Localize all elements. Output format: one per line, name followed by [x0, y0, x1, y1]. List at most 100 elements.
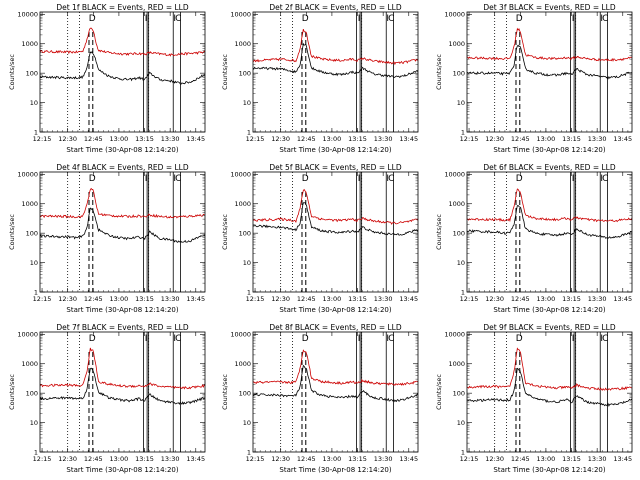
y-tick-label: 100	[453, 229, 465, 237]
y-tick-label: 1000	[21, 360, 38, 368]
marker-letter: C	[602, 14, 608, 24]
marker-letter: I	[173, 334, 176, 344]
y-tick-label: 10000	[230, 11, 251, 19]
lld-series-line	[253, 188, 418, 225]
y-axis-label: Counts/sec	[221, 214, 229, 250]
lld-series-line	[40, 27, 205, 57]
y-tick-label: 1	[461, 128, 465, 136]
x-tick-label: 12:30	[485, 135, 504, 143]
panel-9: Det 9f BLACK = Events, RED = LLD Counts/s…	[435, 323, 633, 474]
y-axis-label: Counts/sec	[435, 214, 443, 250]
y-tick-label: 100	[239, 69, 251, 77]
x-axis-label: Start Time (30-Apr-08 12:14:20)	[66, 466, 178, 474]
x-tick-label: 12:45	[511, 295, 530, 303]
marker-letter: I	[572, 334, 575, 344]
x-tick-label: 13:00	[323, 135, 342, 143]
x-tick-label: 12:45	[297, 135, 316, 143]
x-tick-label: 13:45	[613, 455, 632, 463]
marker-letter: I	[386, 174, 389, 184]
x-axis-label: Start Time (30-Apr-08 12:14:20)	[493, 146, 605, 154]
x-axis-label: Start Time (30-Apr-08 12:14:20)	[279, 466, 391, 474]
x-tick-label: 13:45	[613, 295, 632, 303]
plot-frame	[39, 11, 206, 133]
x-tick-label: 13:15	[562, 135, 581, 143]
x-tick-label: 13:45	[186, 135, 205, 143]
panel-7: Det 7f BLACK = Events, RED = LLD Counts/s…	[8, 323, 206, 474]
marker-letter: I	[145, 174, 148, 184]
y-axis-label: Counts/sec	[8, 374, 16, 410]
x-axis-label: Start Time (30-Apr-08 12:14:20)	[493, 466, 605, 474]
x-tick-label: 13:00	[537, 455, 556, 463]
x-tick-label: 13:30	[374, 455, 393, 463]
plot-frame	[252, 171, 419, 293]
x-tick-label: 13:15	[135, 295, 154, 303]
x-tick-label: 12:30	[58, 295, 77, 303]
marker-letter: D	[516, 174, 523, 184]
y-axis-label: Counts/sec	[221, 374, 229, 410]
y-tick-label: 10000	[17, 171, 38, 179]
marker-letter: C	[388, 174, 394, 184]
panel-3: Det 3f BLACK = Events, RED = LLD Counts/s…	[435, 3, 633, 154]
marker-letter: C	[388, 14, 394, 24]
marker-letter: D	[89, 334, 96, 344]
x-tick-label: 13:00	[110, 135, 129, 143]
panel-title: Det 9f BLACK = Events, RED = LLD	[483, 323, 616, 332]
plot-frame	[466, 11, 633, 133]
lld-series-line	[467, 347, 632, 391]
y-tick-label: 100	[26, 69, 38, 77]
x-tick-label: 13:30	[161, 295, 180, 303]
y-tick-label: 1	[247, 288, 251, 296]
events-series-line	[253, 364, 418, 403]
x-tick-label: 13:15	[135, 455, 154, 463]
x-tick-label: 12:15	[246, 455, 265, 463]
y-tick-label: 10	[457, 419, 465, 427]
y-axis-label: Counts/sec	[435, 374, 443, 410]
x-tick-label: 13:00	[110, 295, 129, 303]
y-tick-label: 1000	[21, 200, 38, 208]
panel-title: Det 3f BLACK = Events, RED = LLD	[483, 3, 616, 12]
y-tick-label: 10000	[230, 331, 251, 339]
plot-frame	[39, 171, 206, 293]
marker-letter: I	[145, 334, 148, 344]
y-tick-label: 10000	[444, 171, 465, 179]
panel-title: Det 1f BLACK = Events, RED = LLD	[56, 3, 189, 12]
x-tick-label: 13:45	[613, 135, 632, 143]
x-tick-label: 12:30	[271, 455, 290, 463]
marker-letter: D	[302, 334, 309, 344]
marker-letter: I	[386, 14, 389, 24]
marker-letter: I	[358, 174, 361, 184]
events-series-line	[40, 207, 205, 243]
x-tick-label: 13:15	[348, 295, 367, 303]
plot-frame	[252, 11, 419, 133]
y-tick-label: 100	[453, 389, 465, 397]
marker-lines	[67, 332, 181, 452]
x-tick-label: 13:00	[323, 295, 342, 303]
x-tick-label: 13:30	[588, 135, 607, 143]
x-tick-label: 12:30	[58, 135, 77, 143]
y-axis-label: Counts/sec	[221, 54, 229, 90]
lld-series-line	[253, 349, 418, 387]
x-tick-label: 13:30	[588, 295, 607, 303]
plot-frame	[252, 331, 419, 453]
panel-6: Det 6f BLACK = Events, RED = LLD Counts/s…	[435, 163, 633, 314]
marker-letter: C	[175, 14, 181, 24]
x-tick-label: 13:30	[161, 455, 180, 463]
panel-title: Det 5f BLACK = Events, RED = LLD	[269, 163, 402, 172]
x-tick-label: 13:30	[588, 455, 607, 463]
marker-letter: I	[358, 14, 361, 24]
panel-title: Det 2f BLACK = Events, RED = LLD	[269, 3, 402, 12]
x-tick-label: 12:45	[511, 455, 530, 463]
x-tick-label: 13:45	[186, 295, 205, 303]
y-tick-label: 10000	[17, 331, 38, 339]
events-series-line	[467, 367, 632, 407]
x-tick-label: 12:15	[33, 455, 52, 463]
x-tick-label: 13:00	[537, 135, 556, 143]
marker-letter: I	[145, 14, 148, 24]
marker-lines	[67, 172, 181, 292]
marker-letter: D	[89, 174, 96, 184]
marker-letter: I	[600, 334, 603, 344]
panel-title: Det 4f BLACK = Events, RED = LLD	[56, 163, 189, 172]
y-tick-label: 100	[239, 389, 251, 397]
x-tick-label: 12:30	[271, 295, 290, 303]
